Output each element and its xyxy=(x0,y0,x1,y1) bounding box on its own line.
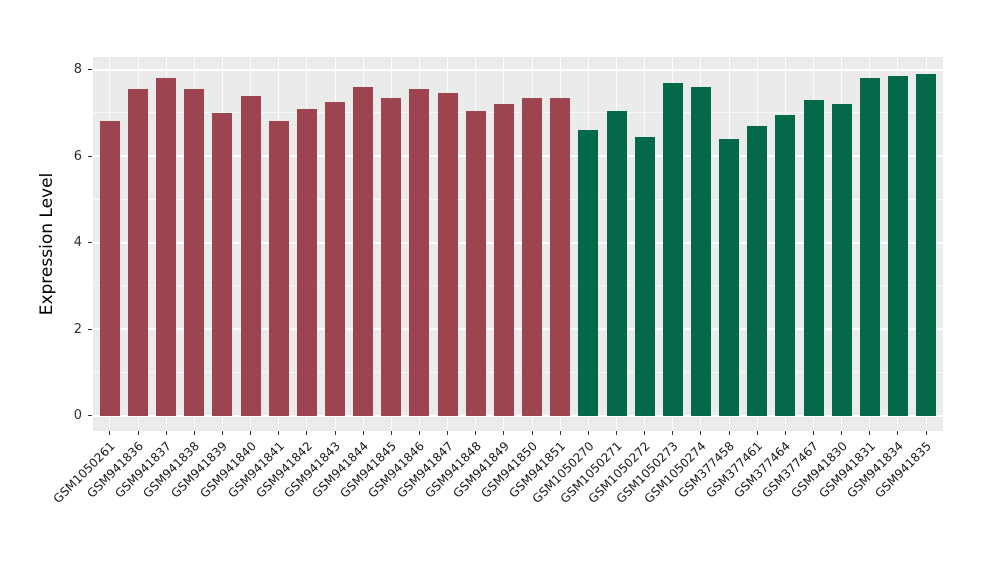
bar-GSM941847 xyxy=(437,93,458,416)
x-tick-mark-GSM941838 xyxy=(193,431,195,435)
bar-GSM941838 xyxy=(184,89,205,416)
x-tick-mark-GSM1050270 xyxy=(587,431,589,435)
bar-GSM941851 xyxy=(550,97,571,416)
bar-GSM1050270 xyxy=(578,130,599,416)
bar-GSM941839 xyxy=(212,112,233,416)
bar-GSM941831 xyxy=(859,78,880,416)
x-tick-mark-GSM941850 xyxy=(531,431,533,435)
x-tick-mark-GSM941831 xyxy=(869,431,871,435)
x-tick-mark-GSM1050261 xyxy=(109,431,111,435)
bar-GSM941843 xyxy=(325,102,346,416)
y-tick-mark-2 xyxy=(88,328,92,330)
bar-GSM1050272 xyxy=(634,136,655,416)
x-tick-mark-GSM941830 xyxy=(841,431,843,435)
y-tick-label-6: 6 xyxy=(73,148,82,164)
x-tick-mark-GSM941837 xyxy=(165,431,167,435)
bar-GSM377464 xyxy=(775,115,796,416)
y-tick-label-8: 8 xyxy=(73,62,82,78)
x-tick-mark-GSM941849 xyxy=(503,431,505,435)
bar-GSM941850 xyxy=(522,97,543,416)
x-tick-mark-GSM941846 xyxy=(418,431,420,435)
x-tick-mark-GSM941840 xyxy=(250,431,252,435)
x-tick-mark-GSM377458 xyxy=(728,431,730,435)
gridline-minor-y1 xyxy=(93,372,943,374)
y-tick-mark-6 xyxy=(88,155,92,157)
x-tick-mark-GSM941848 xyxy=(475,431,477,435)
y-tick-label-4: 4 xyxy=(73,235,82,251)
gridline-major-y6 xyxy=(93,155,943,158)
bar-GSM941837 xyxy=(156,78,177,416)
gridline-major-y4 xyxy=(93,241,943,244)
x-tick-mark-GSM377461 xyxy=(756,431,758,435)
bar-GSM1050271 xyxy=(606,110,627,416)
x-tick-mark-GSM941836 xyxy=(137,431,139,435)
x-tick-mark-GSM377464 xyxy=(784,431,786,435)
bar-GSM941834 xyxy=(887,76,908,416)
x-tick-mark-GSM941841 xyxy=(278,431,280,435)
bar-GSM941840 xyxy=(240,95,261,416)
bar-GSM941842 xyxy=(296,108,317,416)
bar-GSM941841 xyxy=(268,121,289,416)
x-tick-mark-GSM941843 xyxy=(334,431,336,435)
bar-GSM1050273 xyxy=(662,82,683,416)
bar-GSM1050274 xyxy=(690,86,711,416)
bar-GSM941845 xyxy=(381,97,402,416)
y-tick-label-0: 0 xyxy=(73,408,82,424)
y-tick-label-2: 2 xyxy=(73,321,82,337)
y-tick-mark-8 xyxy=(88,69,92,71)
bar-GSM377461 xyxy=(747,125,768,416)
bar-GSM941835 xyxy=(916,73,937,416)
gridline-minor-y3 xyxy=(93,285,943,287)
bar-GSM941844 xyxy=(353,86,374,416)
x-tick-mark-GSM1050274 xyxy=(700,431,702,435)
gridline-minor-y5 xyxy=(93,198,943,200)
gridline-major-y8 xyxy=(93,68,943,71)
bar-GSM941846 xyxy=(409,89,430,416)
bar-GSM941830 xyxy=(831,104,852,416)
x-tick-mark-GSM1050271 xyxy=(616,431,617,435)
x-tick-mark-GSM941842 xyxy=(306,431,308,435)
bar-GSM377467 xyxy=(803,99,824,416)
x-tick-mark-GSM377467 xyxy=(813,431,815,435)
bar-GSM377458 xyxy=(719,138,740,416)
x-tick-mark-GSM941845 xyxy=(390,431,392,435)
x-tick-mark-GSM941835 xyxy=(925,431,927,435)
x-tick-mark-GSM941847 xyxy=(447,431,449,435)
gridline-major-y0 xyxy=(93,414,943,417)
y-tick-mark-0 xyxy=(88,415,92,417)
x-tick-mark-GSM941834 xyxy=(897,431,899,435)
bar-GSM941836 xyxy=(128,89,149,416)
bar-GSM1050261 xyxy=(99,121,120,416)
bar-GSM941849 xyxy=(493,104,514,416)
x-tick-mark-GSM1050272 xyxy=(644,431,646,435)
gridline-major-y2 xyxy=(93,328,943,331)
y-tick-mark-4 xyxy=(88,242,92,244)
gridline-minor-y7 xyxy=(93,112,943,114)
bar-GSM941848 xyxy=(465,110,486,416)
x-tick-mark-GSM1050273 xyxy=(672,431,674,435)
plot-panel xyxy=(93,57,943,431)
x-tick-mark-GSM941844 xyxy=(362,431,364,435)
x-tick-mark-GSM941839 xyxy=(221,431,223,435)
x-tick-mark-GSM941851 xyxy=(559,431,561,435)
